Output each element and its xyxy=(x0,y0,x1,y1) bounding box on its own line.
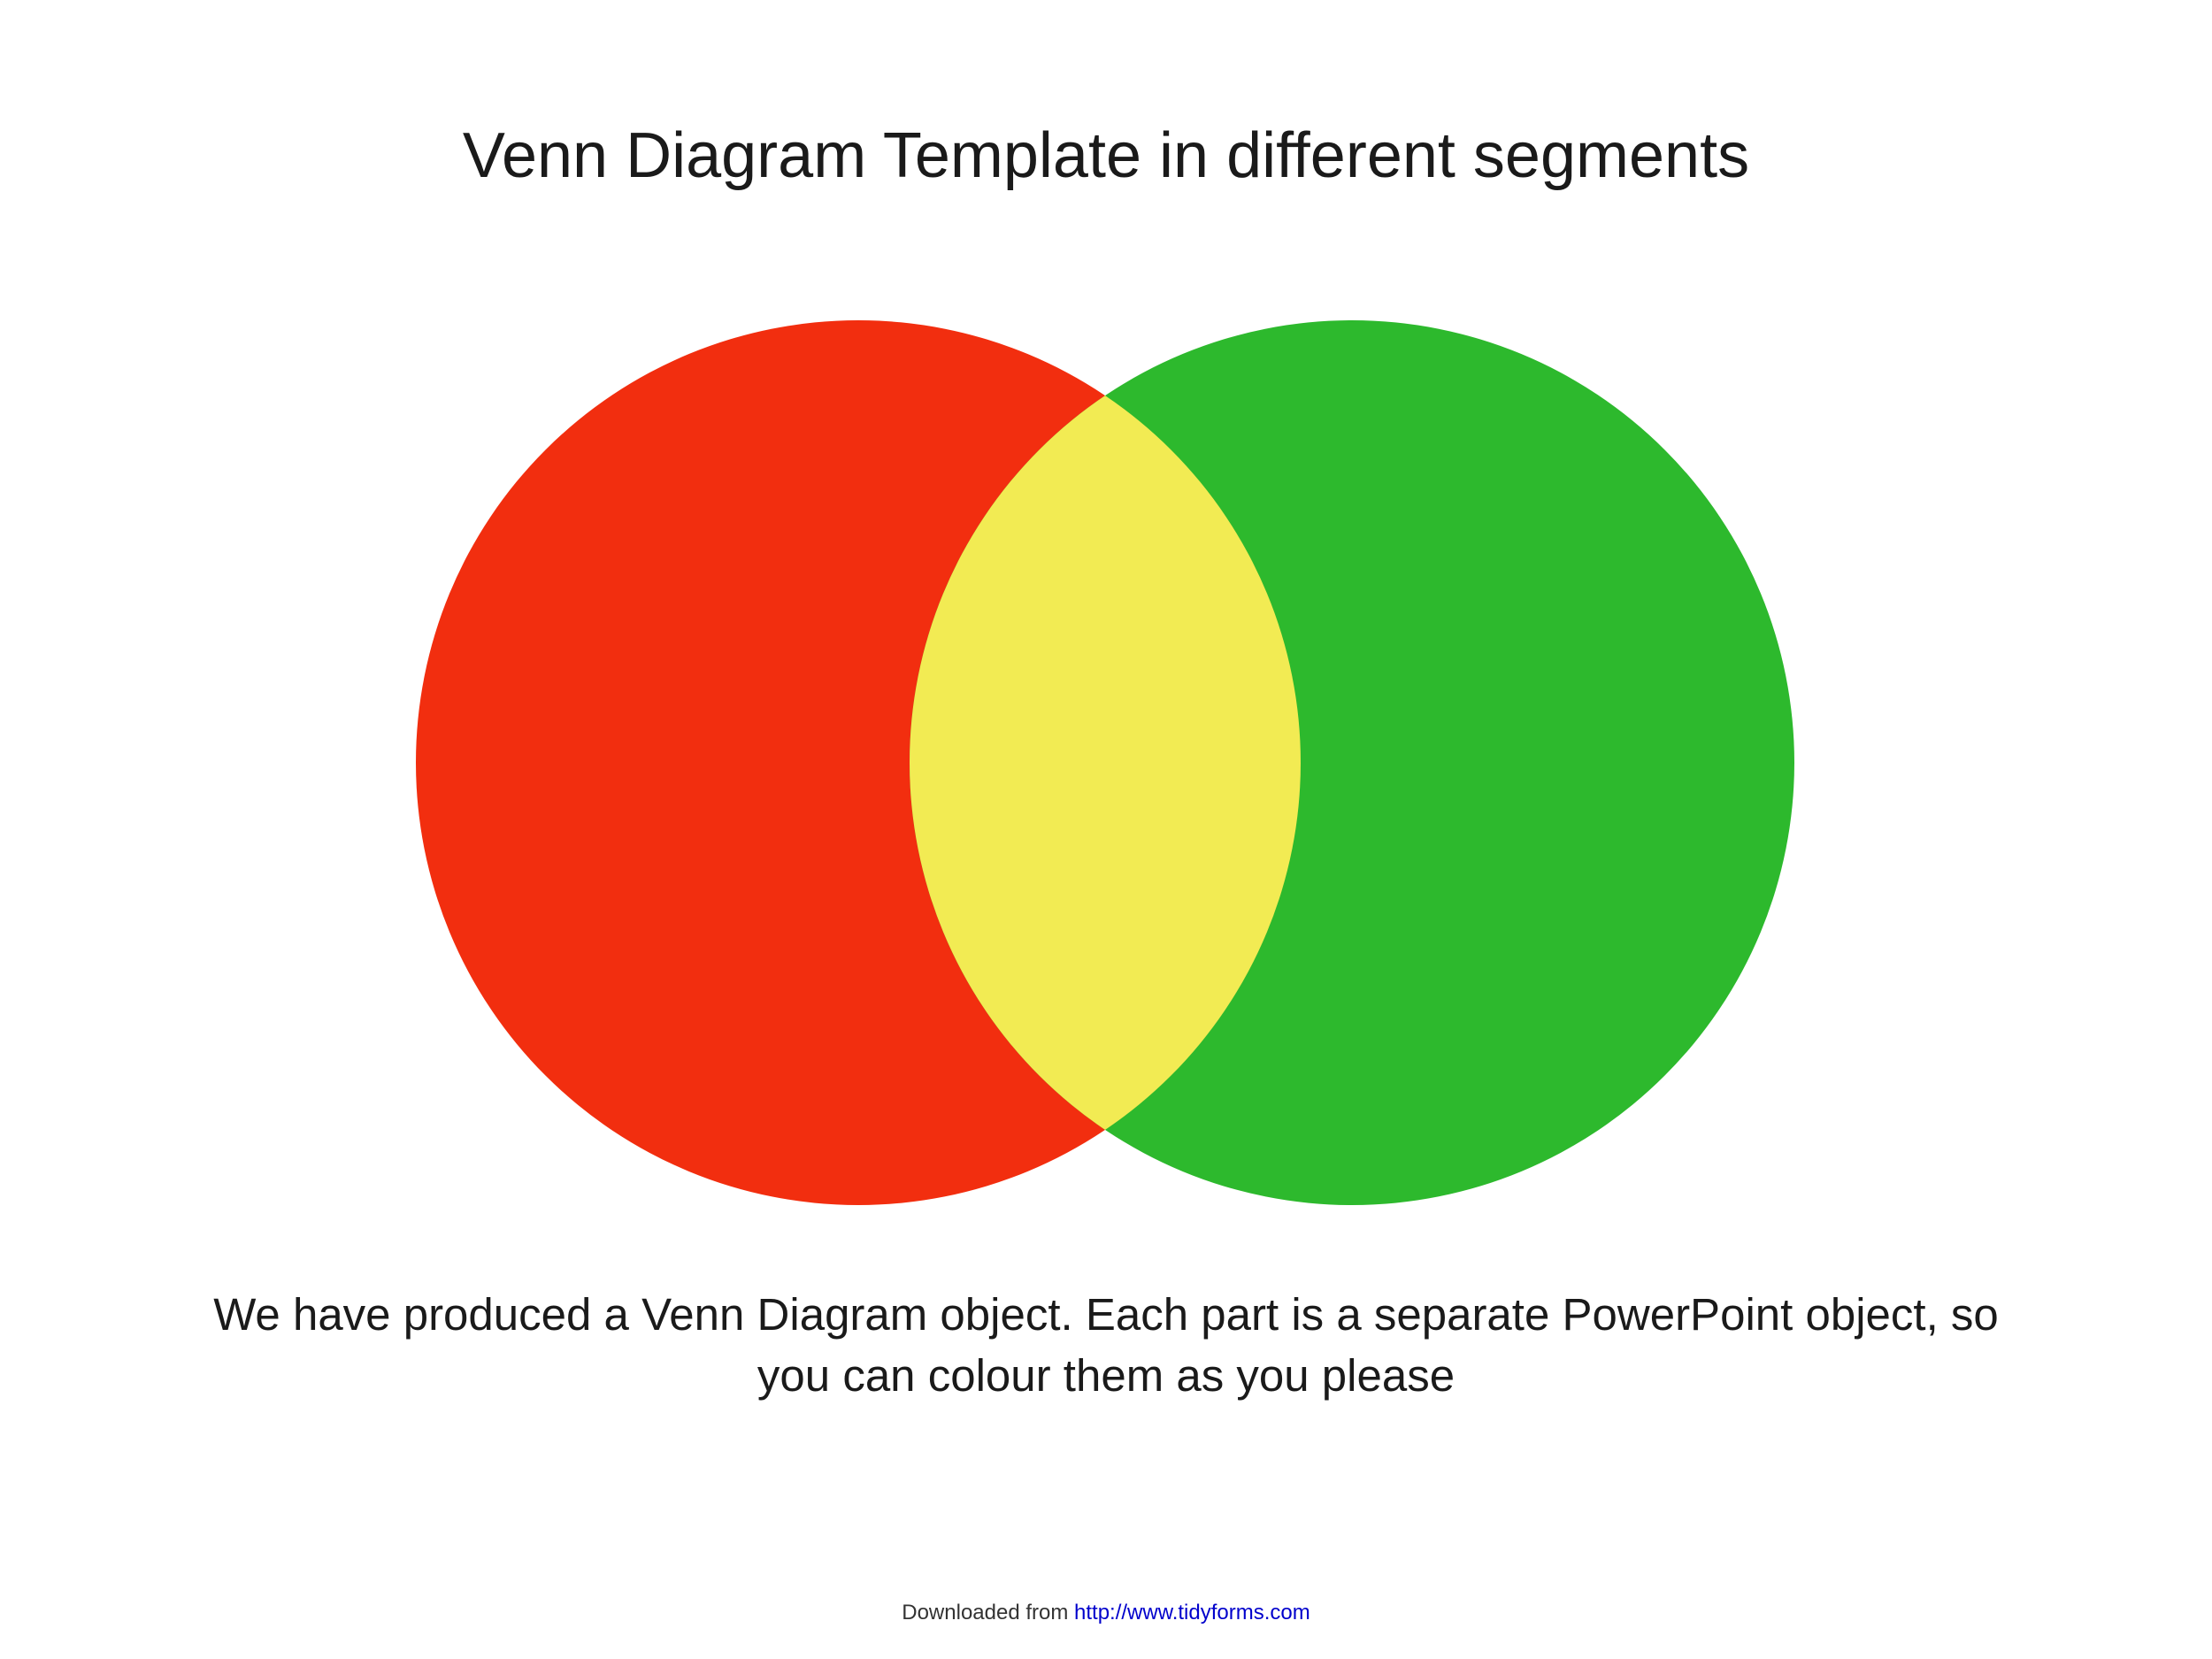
footer-prefix: Downloaded from xyxy=(902,1601,1074,1624)
venn-diagram xyxy=(398,311,1814,1214)
page-title: Venn Diagram Template in different segme… xyxy=(463,119,1749,192)
footer: Downloaded from http://www.tidyforms.com xyxy=(0,1601,2212,1625)
venn-svg xyxy=(398,311,1814,1214)
description-text: We have produced a Venn Diagram object. … xyxy=(177,1285,2035,1407)
footer-link[interactable]: http://www.tidyforms.com xyxy=(1074,1601,1310,1624)
